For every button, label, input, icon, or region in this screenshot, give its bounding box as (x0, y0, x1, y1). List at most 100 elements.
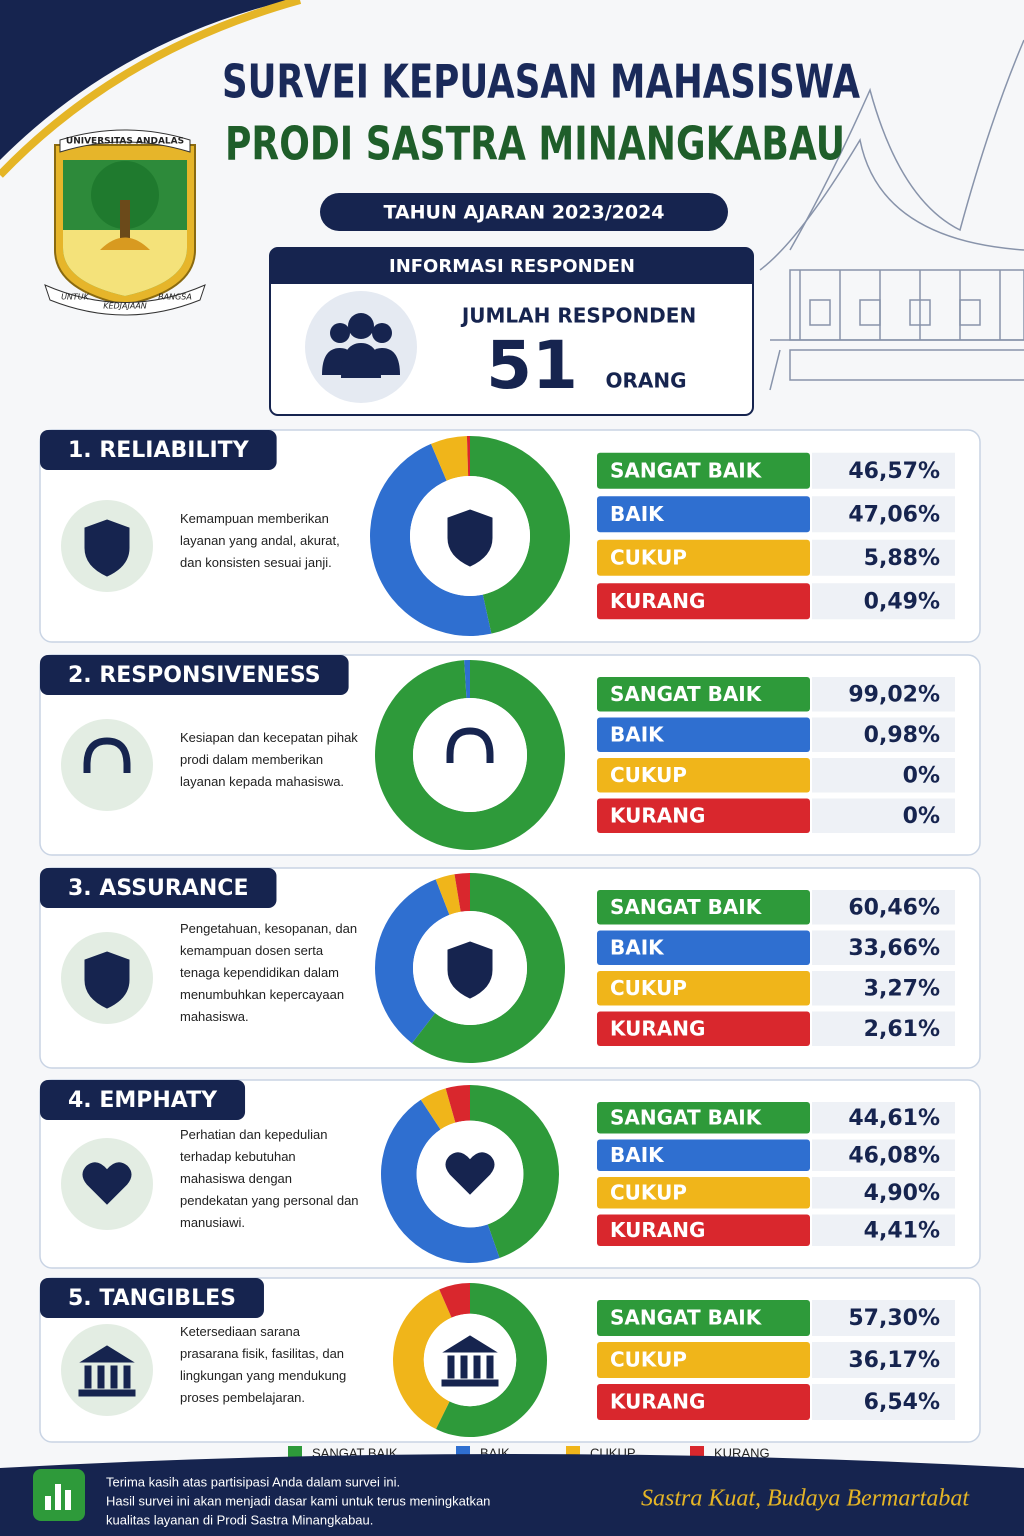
value-box (812, 930, 955, 965)
university-logo: UNIVERSITAS ANDALAS UNTUK KEDJAJAAN BANG… (44, 129, 206, 316)
corner-swoosh (0, 0, 290, 160)
value-label: 60,46% (848, 895, 940, 920)
category-bar (597, 583, 810, 620)
value-label: 33,66% (848, 936, 940, 961)
section-title: 1. RELIABILITY (68, 438, 250, 463)
respondent-unit: ORANG (605, 369, 686, 393)
value-label: 0% (903, 804, 940, 829)
category-label: KURANG (610, 589, 705, 613)
value-box (812, 1139, 955, 1171)
category-label: CUKUP (610, 1348, 687, 1372)
category-bar (597, 677, 810, 712)
category-label: KURANG (610, 803, 705, 827)
donut-segment (381, 1099, 500, 1263)
year-pill (320, 193, 728, 231)
donut-segment (435, 874, 461, 915)
donut-center (423, 1313, 517, 1407)
value-label: 0,49% (864, 589, 940, 614)
value-box (812, 583, 955, 620)
category-bar (597, 539, 810, 576)
value-box (812, 496, 955, 533)
value-box (812, 1177, 955, 1209)
value-box (812, 1102, 955, 1134)
donut-icon (447, 941, 493, 999)
survey-section: 4. EMPHATY Perhatian dan kepedulian terha… (39, 1079, 981, 1269)
survey-section: 3. ASSURANCE Pengetahuan, kesopanan, dan … (39, 867, 981, 1069)
value-label: 2,61% (864, 1017, 940, 1042)
value-label: 46,57% (848, 459, 940, 484)
category-label: CUKUP (610, 545, 687, 569)
donut-segment (470, 1085, 559, 1258)
respondent-label: JUMLAH RESPONDEN (460, 304, 696, 328)
category-label: SANGAT BAIK (610, 895, 763, 919)
section-icon (84, 951, 130, 1009)
category-bar (597, 798, 810, 833)
category-label: SANGAT BAIK (610, 1105, 763, 1129)
section-description: Pengetahuan, kesopanan, dan kemampuan do… (180, 920, 358, 1025)
category-bar (597, 496, 810, 533)
section-title: 3. ASSURANCE (68, 876, 248, 901)
donut-segment (439, 1283, 470, 1318)
people-icon (322, 313, 400, 378)
value-label: 3,27% (864, 976, 940, 1001)
donut-segment (369, 443, 492, 637)
value-label: 57,30% (848, 1306, 940, 1331)
survey-section: 1. RELIABILITY Kemampuan memberikan layan… (39, 429, 981, 643)
category-label: CUKUP (610, 1180, 687, 1204)
section-icon (82, 1162, 132, 1205)
category-bar (597, 971, 810, 1006)
category-bar (597, 1342, 810, 1378)
value-box (812, 798, 955, 833)
icon-bg (61, 1324, 153, 1416)
category-label: CUKUP (610, 976, 687, 1000)
description-box: Kesiapan dan kecepatan pihak prodi dalam… (180, 729, 358, 790)
description-box: Ketersediaan sarana prasarana fisik, fas… (180, 1324, 346, 1405)
respondent-header (270, 248, 753, 284)
category-label: KURANG (610, 1390, 705, 1414)
donut-segment (375, 660, 566, 850)
category-bar (597, 930, 810, 965)
section-tab (40, 655, 349, 695)
donut-segment (470, 436, 570, 634)
category-bar (597, 1177, 810, 1209)
respondent-count: 51 (486, 327, 578, 404)
title-line: PRODI SASTRA MINANGKABAU (225, 117, 845, 171)
category-bar (597, 717, 810, 752)
section-icon (84, 519, 130, 577)
section-description: Kesiapan dan kecepatan pihak prodi dalam… (180, 729, 358, 790)
value-box (812, 452, 955, 489)
category-bar (597, 1011, 810, 1046)
category-bar (597, 452, 810, 489)
category-bar (597, 1300, 810, 1336)
category-label: CUKUP (610, 763, 687, 787)
respondent-heading: INFORMASI RESPONDEN (389, 256, 635, 277)
value-label: 99,02% (848, 682, 940, 707)
value-box (812, 758, 955, 793)
category-label: BAIK (610, 935, 665, 959)
value-label: 4,90% (864, 1181, 940, 1206)
logo-text: UNTUK (61, 293, 90, 302)
donut-icon (441, 1335, 499, 1387)
section-description: Perhatian dan kepedulian terhadap kebutu… (180, 1126, 359, 1231)
category-label: SANGAT BAIK (610, 682, 763, 706)
survey-section: 2. RESPONSIVENESS Kesiapan dan kecepatan … (39, 654, 981, 856)
description-box: Kemampuan memberikan layanan yang andal,… (180, 511, 340, 570)
category-label: KURANG (610, 1016, 705, 1040)
value-label: 4,41% (864, 1218, 940, 1243)
description-box: Perhatian dan kepedulian terhadap kebutu… (180, 1126, 359, 1231)
icon-bg (61, 719, 153, 811)
section-tab (40, 1080, 246, 1120)
footer-message: Hasil survei ini akan menjadi dasar kami… (106, 1493, 490, 1508)
title-line: SURVEI KEPUASAN MAHASISWA (222, 55, 860, 109)
section-tab (40, 430, 277, 470)
value-label: 0,98% (864, 723, 940, 748)
value-box (812, 971, 955, 1006)
value-label: 0% (903, 763, 940, 788)
logo-text: UNIVERSITAS ANDALAS (66, 137, 184, 147)
category-bar (597, 758, 810, 793)
value-label: 47,06% (848, 502, 940, 527)
rumah-gadang-illustration (759, 39, 1024, 391)
donut-segment (411, 873, 565, 1063)
corner-accent (0, 0, 302, 178)
